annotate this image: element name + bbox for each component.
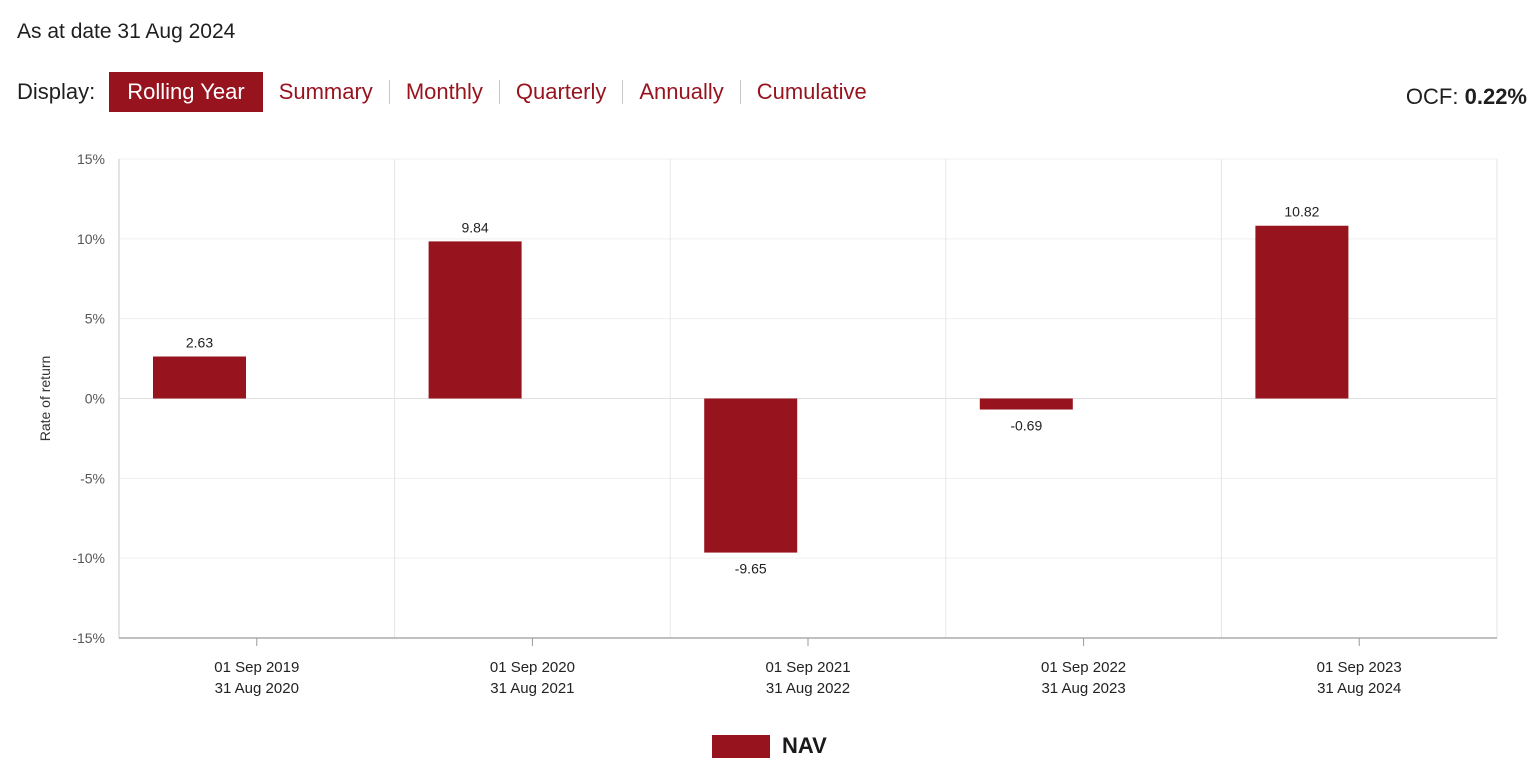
ocf-label: OCF: — [1405, 84, 1459, 109]
bar-nav — [428, 241, 522, 399]
ocf-value: 0.22% — [1464, 84, 1527, 109]
y-tick-label: 10% — [77, 231, 105, 247]
chart-legend[interactable]: NAV — [712, 733, 827, 759]
x-tick-label: 31 Aug 2022 — [766, 680, 850, 697]
legend-label-nav: NAV — [782, 733, 827, 758]
tab-separator — [388, 80, 390, 104]
rolling-year-bar-chart: 15% 10% 5% 0% -5% -10% -15% Rate of return 2.63 0… — [37, 151, 1498, 697]
x-tick-label: 31 Aug 2020 — [215, 680, 299, 697]
x-tick-label: 01 Sep 2021 — [765, 659, 850, 676]
x-tick-label: 01 Sep 2022 — [1041, 659, 1126, 676]
y-tick-label: -10% — [72, 550, 105, 566]
tab-separator — [739, 80, 741, 104]
bar-data-label: 10.82 — [1284, 204, 1319, 220]
x-tick-label: 31 Aug 2023 — [1041, 680, 1125, 697]
y-tick-label: 15% — [77, 151, 105, 167]
bar-data-label: -0.69 — [1010, 418, 1042, 434]
bar-nav — [704, 398, 798, 553]
tab-annually[interactable]: Annually — [639, 79, 724, 104]
bar-nav — [153, 356, 246, 399]
bar-data-label: -9.65 — [735, 561, 767, 577]
tab-summary[interactable]: Summary — [278, 79, 373, 104]
ocf-indicator: OCF: 0.22% — [1406, 84, 1527, 110]
x-tick-label: 31 Aug 2021 — [490, 680, 574, 697]
x-tick-label: 01 Sep 2023 — [1317, 659, 1402, 676]
tab-quarterly[interactable]: Quarterly — [515, 79, 607, 104]
y-tick-label: -5% — [80, 470, 105, 486]
y-tick-label: -15% — [72, 630, 105, 646]
tab-monthly[interactable]: Monthly — [405, 79, 483, 104]
x-tick-label: 31 Aug 2024 — [1317, 680, 1401, 697]
bar-data-label: 9.84 — [461, 219, 488, 235]
y-tick-label: 0% — [85, 391, 105, 407]
display-label: Display: — [17, 79, 96, 104]
x-tick-label: 01 Sep 2019 — [214, 659, 299, 676]
tab-separator — [622, 80, 624, 104]
y-tick-label: 5% — [85, 311, 105, 327]
bar-data-label: 2.63 — [186, 335, 213, 351]
x-tick-label: 01 Sep 2020 — [490, 659, 575, 676]
display-tabs: Display: Rolling Year Summary Monthly Qu… — [17, 72, 883, 112]
legend-swatch-nav — [712, 734, 770, 758]
bar-nav — [979, 398, 1073, 410]
tab-separator — [498, 80, 500, 104]
bar-nav — [1255, 225, 1349, 399]
tab-rolling-year[interactable]: Rolling Year — [109, 72, 263, 112]
tab-cumulative[interactable]: Cumulative — [756, 79, 867, 104]
y-axis-title: Rate of return — [37, 356, 53, 442]
as-at-date: As at date 31 Aug 2024 — [17, 20, 236, 43]
